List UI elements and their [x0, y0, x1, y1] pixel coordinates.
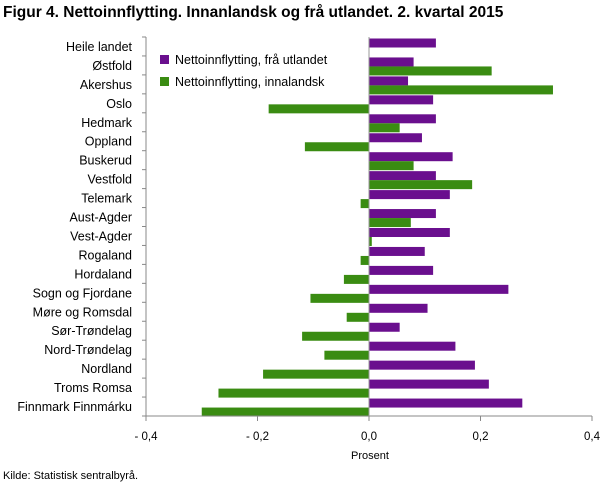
- bar-innalandsk: [369, 123, 400, 133]
- category-label: Hordaland: [74, 267, 132, 281]
- x-tick-label: 0,0: [361, 431, 377, 443]
- bar-innalandsk: [343, 274, 369, 284]
- bar-utlandet: [369, 57, 414, 67]
- bar-innalandsk: [369, 85, 553, 95]
- legend-box: [154, 46, 356, 98]
- bar-utlandet: [369, 114, 436, 124]
- x-tick-label: - 0,4: [134, 431, 158, 443]
- bar-innalandsk: [324, 350, 369, 360]
- bar-innalandsk: [346, 312, 369, 322]
- legend: Nettoinnflytting, frå utlandet Nettoinnfl…: [154, 46, 356, 98]
- bar-utlandet: [369, 246, 425, 256]
- bar-innalandsk: [310, 293, 369, 303]
- bar-innalandsk: [369, 66, 492, 76]
- category-label: Akershus: [80, 78, 132, 92]
- x-tick-label: 0,2: [473, 431, 489, 443]
- bar-utlandet: [369, 133, 422, 143]
- bar-utlandet: [369, 228, 450, 237]
- bar-utlandet: [369, 209, 436, 219]
- x-axis-label: Prosent: [351, 450, 389, 462]
- category-label: Finnmark Finnmárku: [17, 400, 132, 414]
- bar-innalandsk: [369, 180, 473, 190]
- bar-innalandsk: [304, 142, 369, 152]
- bar-innalandsk: [360, 255, 369, 265]
- plot-area: Heile landet Østfold Akershus Oslo Hedmark Op…: [17, 36, 601, 443]
- bar-utlandet: [369, 284, 509, 294]
- category-label: Nordland: [81, 362, 132, 376]
- legend-label: Nettoinnflytting, innalandsk: [175, 75, 325, 89]
- bar-utlandet: [369, 152, 453, 162]
- bar-utlandet: [369, 341, 456, 351]
- category-label: Telemark: [81, 192, 132, 206]
- bar-utlandet: [369, 38, 436, 48]
- bar-utlandet: [369, 398, 523, 408]
- category-label: Vestfold: [88, 173, 133, 187]
- category-label: Oppland: [85, 135, 132, 149]
- x-tick-label: - 0,2: [246, 431, 269, 443]
- bar-innalandsk: [302, 331, 369, 341]
- bar-utlandet: [369, 190, 450, 200]
- bar-utlandet: [369, 76, 409, 86]
- bar-innalandsk: [369, 161, 414, 171]
- bar-innalandsk: [201, 407, 369, 417]
- category-label: Sogn og Fjordane: [33, 286, 132, 300]
- category-label: Rogaland: [78, 248, 132, 262]
- bar-utlandet: [369, 303, 428, 313]
- category-label: Møre og Romsdal: [33, 305, 132, 319]
- bar-utlandet: [369, 379, 489, 389]
- bar-innalandsk: [360, 199, 369, 209]
- category-label: Troms Romsa: [54, 381, 132, 395]
- x-tick-label: 0,4: [584, 431, 601, 443]
- category-label: Sør-Trøndelag: [51, 324, 132, 338]
- bar-innalandsk: [268, 104, 369, 114]
- bar-utlandet: [369, 95, 434, 105]
- legend-swatch: [160, 77, 169, 86]
- bar-utlandet: [369, 171, 436, 181]
- category-label: Vest-Agder: [70, 229, 132, 243]
- category-label: Heile landet: [66, 40, 133, 54]
- category-label: Oslo: [106, 97, 132, 111]
- bar-innalandsk: [218, 388, 369, 398]
- category-label: Aust-Agder: [69, 211, 132, 225]
- chart-title: Figur 4. Nettoinnflytting. Innanlandsk o…: [3, 4, 504, 21]
- bar-utlandet: [369, 322, 400, 332]
- legend-label: Nettoinnflytting, frå utlandet: [175, 53, 328, 67]
- bar-innalandsk: [263, 369, 369, 379]
- category-label: Nord-Trøndelag: [44, 343, 132, 357]
- source-note: Kilde: Statistisk sentralbyrå.: [3, 470, 139, 482]
- bar-innalandsk: [369, 218, 411, 228]
- category-label: Hedmark: [81, 116, 132, 130]
- legend-swatch: [160, 55, 169, 64]
- bar-innalandsk: [369, 237, 372, 246]
- bar-utlandet: [369, 360, 475, 370]
- category-label: Buskerud: [79, 154, 132, 168]
- category-label: Østfold: [92, 59, 132, 73]
- bar-utlandet: [369, 265, 434, 275]
